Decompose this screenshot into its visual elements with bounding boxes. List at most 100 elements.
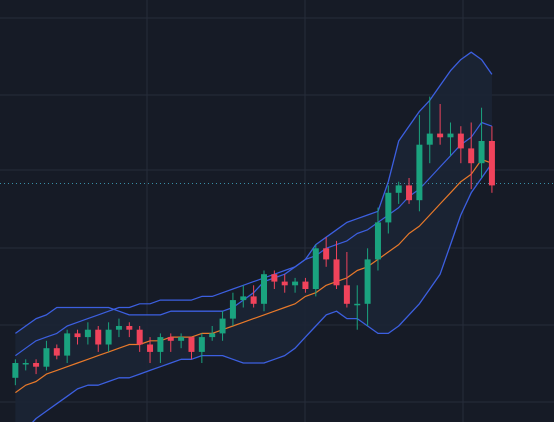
candle-body — [364, 259, 371, 304]
candle — [33, 359, 40, 375]
candle-body — [354, 303, 361, 306]
candle — [302, 277, 309, 293]
candle — [468, 122, 475, 190]
bollinger-lower-line — [31, 162, 493, 422]
candle — [74, 329, 81, 345]
candle-body — [178, 337, 185, 341]
candle — [198, 333, 205, 363]
candle — [406, 178, 413, 204]
candle-body — [302, 281, 309, 289]
candle-body — [84, 329, 91, 338]
candle — [115, 318, 122, 338]
candle-body — [167, 337, 174, 341]
candle-body — [157, 337, 164, 352]
candle — [250, 285, 257, 308]
candle-body — [188, 337, 195, 352]
candle — [323, 237, 330, 267]
candle-body — [33, 363, 40, 367]
candle-body — [209, 333, 216, 338]
candle-body — [64, 333, 71, 356]
candle — [478, 107, 485, 178]
candle-body — [437, 133, 444, 138]
candle — [271, 270, 278, 289]
candle — [395, 181, 402, 204]
candle-body — [374, 222, 381, 260]
candle — [229, 292, 236, 326]
candle — [374, 207, 381, 271]
moving-average-line — [15, 158, 493, 394]
candle — [261, 270, 267, 312]
candle-body — [271, 274, 278, 282]
candle — [437, 104, 444, 145]
candle-body — [333, 259, 340, 286]
candle — [64, 329, 71, 363]
candle — [126, 322, 133, 338]
candle-body — [53, 348, 60, 356]
candle-body — [426, 133, 433, 145]
candle-body — [198, 337, 205, 352]
candle — [178, 333, 185, 349]
candle — [343, 252, 350, 308]
candle — [157, 333, 164, 363]
candle-body — [219, 318, 226, 334]
candle — [281, 274, 288, 293]
candle-body — [457, 133, 464, 149]
candle-body — [281, 281, 288, 286]
candle — [354, 285, 361, 330]
candle-body — [250, 296, 257, 304]
candle — [426, 96, 433, 164]
candle-body — [95, 329, 102, 345]
candle-body — [229, 300, 236, 319]
candle — [136, 326, 143, 352]
candle — [292, 277, 299, 293]
candle — [209, 326, 216, 341]
candle — [188, 337, 195, 360]
candle-body — [395, 185, 402, 193]
candle-body — [323, 248, 330, 260]
candle-body — [478, 141, 485, 164]
candle — [84, 322, 91, 345]
candle-body — [447, 133, 454, 138]
candle-body — [126, 326, 133, 330]
candle-body — [147, 344, 154, 352]
candle — [219, 311, 226, 341]
candle-body — [136, 329, 143, 345]
candles — [12, 96, 495, 386]
candle-body — [406, 185, 413, 201]
candle — [488, 126, 495, 193]
candle — [333, 240, 340, 289]
candle-body — [488, 141, 495, 186]
candle — [43, 340, 50, 371]
candle-body — [416, 144, 423, 201]
candle-body — [312, 248, 319, 289]
candle — [364, 248, 371, 326]
candle-body — [343, 285, 350, 304]
candle-body — [240, 296, 247, 301]
candle — [447, 122, 454, 156]
candle-body — [22, 363, 29, 365]
candle-body — [105, 329, 112, 345]
candle — [416, 115, 423, 212]
candle — [95, 326, 102, 352]
candle — [240, 285, 247, 308]
candle — [385, 185, 392, 234]
candle-body — [115, 326, 122, 330]
candle-body — [468, 148, 475, 164]
candle — [12, 359, 19, 386]
candle-body — [385, 192, 392, 223]
candle — [53, 344, 60, 360]
bollinger-middle-line — [15, 121, 493, 357]
candle — [457, 126, 464, 164]
candle-body — [12, 363, 19, 378]
candle-body — [74, 333, 81, 338]
candle-body — [292, 281, 299, 286]
candle — [312, 244, 319, 297]
candle — [167, 333, 174, 352]
candle — [105, 322, 112, 352]
candle — [147, 337, 154, 363]
candle-body — [261, 274, 267, 304]
candle — [22, 359, 29, 371]
candle-body — [43, 348, 50, 367]
